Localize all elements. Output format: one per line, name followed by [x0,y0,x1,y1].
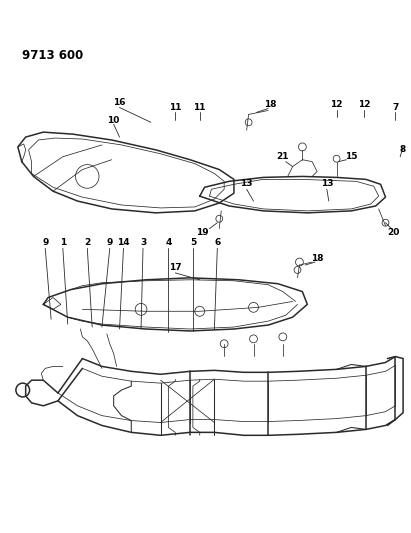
Text: 12: 12 [358,100,370,109]
Text: 7: 7 [392,103,399,112]
Text: 13: 13 [240,179,253,188]
Text: 9713 600: 9713 600 [22,49,83,62]
Text: 1: 1 [60,238,66,247]
Circle shape [298,143,306,151]
Text: 18: 18 [311,254,323,263]
Text: 3: 3 [140,238,146,247]
Circle shape [245,119,252,126]
Text: 11: 11 [169,103,182,112]
Text: 4: 4 [165,238,172,247]
Text: 2: 2 [84,238,90,247]
Text: 11: 11 [194,103,206,112]
Text: 19: 19 [196,228,209,237]
Text: 8: 8 [400,146,406,155]
Text: 16: 16 [113,98,126,107]
Text: 6: 6 [214,238,220,247]
Text: 17: 17 [169,263,182,272]
Text: 21: 21 [277,152,289,161]
Circle shape [296,258,303,266]
Text: 10: 10 [108,116,120,125]
Text: 5: 5 [190,238,196,247]
Text: 13: 13 [321,179,333,188]
Text: 20: 20 [387,228,399,237]
Text: 14: 14 [117,238,130,247]
Text: 18: 18 [264,100,276,109]
Text: 15: 15 [345,152,358,161]
Text: 9: 9 [106,238,113,247]
Text: 9: 9 [42,238,48,247]
Circle shape [216,215,223,222]
Text: 12: 12 [330,100,343,109]
Circle shape [382,219,389,226]
